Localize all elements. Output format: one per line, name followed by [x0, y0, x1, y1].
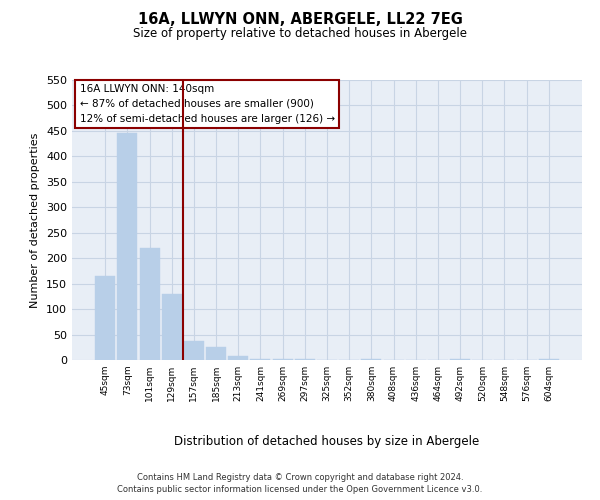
Y-axis label: Number of detached properties: Number of detached properties	[31, 132, 40, 308]
Text: 16A, LLWYN ONN, ABERGELE, LL22 7EG: 16A, LLWYN ONN, ABERGELE, LL22 7EG	[137, 12, 463, 28]
Bar	[206, 347, 226, 360]
Bar	[272, 359, 293, 360]
Bar	[184, 341, 204, 360]
Bar	[539, 359, 559, 360]
Bar	[450, 359, 470, 360]
Text: 16A LLWYN ONN: 140sqm
← 87% of detached houses are smaller (900)
12% of semi-det: 16A LLWYN ONN: 140sqm ← 87% of detached …	[80, 84, 335, 124]
Text: Contains HM Land Registry data © Crown copyright and database right 2024.
Contai: Contains HM Land Registry data © Crown c…	[118, 472, 482, 494]
Bar	[250, 359, 271, 360]
Bar	[118, 134, 137, 360]
Bar	[95, 276, 115, 360]
Text: Distribution of detached houses by size in Abergele: Distribution of detached houses by size …	[175, 435, 479, 448]
Bar	[228, 356, 248, 360]
Bar	[140, 248, 160, 360]
Bar	[162, 294, 182, 360]
Text: Size of property relative to detached houses in Abergele: Size of property relative to detached ho…	[133, 28, 467, 40]
